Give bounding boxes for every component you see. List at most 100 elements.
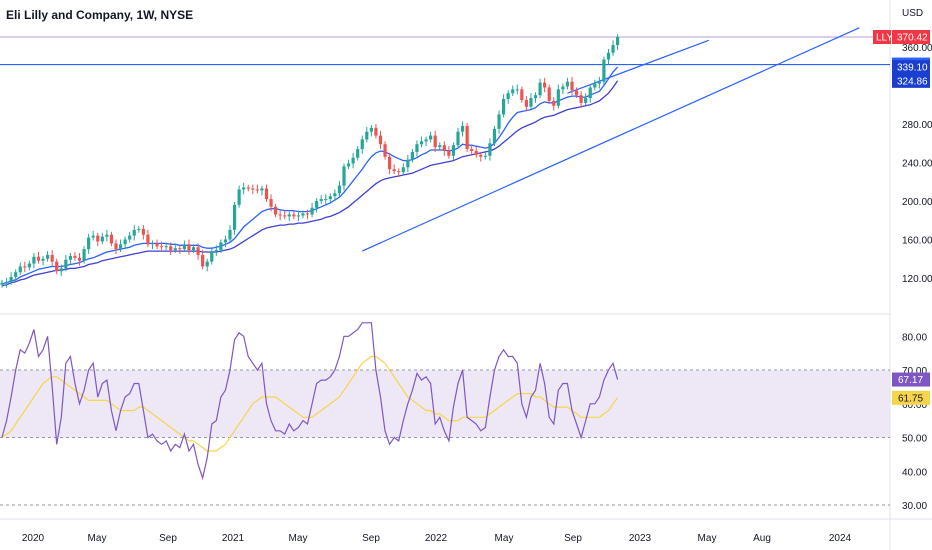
candle[interactable] bbox=[451, 145, 456, 156]
candle[interactable] bbox=[36, 256, 41, 261]
candle[interactable] bbox=[23, 266, 27, 268]
candle[interactable] bbox=[182, 244, 186, 250]
rsi-line[interactable] bbox=[1, 322, 619, 481]
candle[interactable] bbox=[251, 188, 255, 190]
candle[interactable] bbox=[223, 239, 228, 243]
candle[interactable] bbox=[524, 99, 528, 107]
candle[interactable] bbox=[511, 89, 515, 94]
candle[interactable] bbox=[214, 250, 218, 252]
candle[interactable] bbox=[264, 188, 269, 200]
candle[interactable] bbox=[260, 188, 264, 191]
candle[interactable] bbox=[415, 144, 419, 152]
candle[interactable] bbox=[616, 37, 620, 46]
candle[interactable] bbox=[556, 89, 560, 106]
candle[interactable] bbox=[570, 81, 574, 91]
candle[interactable] bbox=[205, 261, 209, 267]
candle[interactable] bbox=[429, 135, 433, 140]
candle[interactable] bbox=[346, 163, 351, 167]
candle[interactable] bbox=[565, 81, 570, 87]
candle[interactable] bbox=[173, 248, 177, 251]
candle[interactable] bbox=[187, 244, 191, 251]
candle[interactable] bbox=[310, 207, 314, 215]
candle[interactable] bbox=[365, 131, 369, 140]
candle[interactable] bbox=[574, 90, 579, 96]
candle[interactable] bbox=[465, 125, 469, 150]
candle[interactable] bbox=[602, 59, 606, 82]
candle[interactable] bbox=[410, 151, 414, 160]
candle[interactable] bbox=[150, 243, 155, 245]
candle[interactable] bbox=[246, 187, 250, 189]
candle[interactable] bbox=[337, 185, 342, 194]
candle[interactable] bbox=[593, 83, 597, 88]
candle[interactable] bbox=[401, 167, 405, 173]
candle[interactable] bbox=[406, 159, 410, 168]
candle[interactable] bbox=[123, 239, 127, 245]
candle[interactable] bbox=[27, 263, 31, 268]
ema-slow-line[interactable] bbox=[1, 80, 619, 287]
candle[interactable] bbox=[433, 135, 437, 148]
price-panel[interactable] bbox=[0, 27, 890, 288]
candle[interactable] bbox=[502, 98, 506, 115]
candle[interactable] bbox=[100, 236, 104, 242]
candle[interactable] bbox=[543, 82, 547, 88]
candle[interactable] bbox=[4, 281, 9, 283]
candle[interactable] bbox=[68, 255, 72, 260]
candle[interactable] bbox=[579, 95, 583, 103]
candle[interactable] bbox=[191, 247, 196, 251]
candle[interactable] bbox=[50, 254, 54, 262]
candle[interactable] bbox=[87, 237, 91, 250]
candle[interactable] bbox=[351, 157, 355, 164]
candle[interactable] bbox=[237, 189, 241, 205]
candle[interactable] bbox=[146, 234, 150, 245]
candle[interactable] bbox=[588, 87, 592, 99]
candle[interactable] bbox=[456, 131, 460, 146]
candle[interactable] bbox=[219, 242, 223, 251]
candle[interactable] bbox=[141, 228, 145, 235]
candle[interactable] bbox=[597, 81, 601, 84]
ema-fast-line[interactable] bbox=[1, 66, 619, 285]
candle[interactable] bbox=[77, 257, 82, 261]
candle[interactable] bbox=[356, 149, 360, 158]
candle[interactable] bbox=[584, 98, 588, 103]
candle[interactable] bbox=[32, 256, 36, 264]
candle[interactable] bbox=[606, 52, 611, 60]
candle[interactable] bbox=[55, 261, 59, 272]
candle[interactable] bbox=[128, 235, 132, 240]
candle[interactable] bbox=[483, 155, 487, 157]
candle[interactable] bbox=[506, 93, 510, 99]
candle[interactable] bbox=[547, 87, 551, 101]
candle[interactable] bbox=[378, 135, 383, 145]
candle[interactable] bbox=[520, 89, 524, 100]
candle[interactable] bbox=[319, 199, 323, 202]
candle[interactable] bbox=[460, 125, 465, 132]
candle[interactable] bbox=[18, 266, 22, 273]
rsi-ma-line[interactable] bbox=[1, 355, 619, 452]
candle[interactable] bbox=[611, 45, 615, 53]
candle[interactable] bbox=[41, 258, 45, 261]
candle[interactable] bbox=[278, 214, 282, 216]
candle[interactable] bbox=[369, 127, 373, 132]
candle[interactable] bbox=[14, 272, 18, 278]
candle[interactable] bbox=[9, 277, 13, 282]
candle[interactable] bbox=[228, 229, 232, 240]
candle[interactable] bbox=[419, 141, 424, 145]
candle[interactable] bbox=[105, 234, 109, 237]
candle[interactable] bbox=[333, 193, 337, 197]
candle[interactable] bbox=[82, 249, 86, 261]
rsi-panel[interactable] bbox=[0, 322, 890, 506]
candle[interactable] bbox=[392, 169, 396, 172]
candle[interactable] bbox=[515, 89, 519, 91]
candle[interactable] bbox=[479, 154, 483, 157]
candle[interactable] bbox=[137, 228, 141, 230]
candle[interactable] bbox=[296, 215, 300, 217]
candle[interactable] bbox=[46, 254, 50, 259]
candle[interactable] bbox=[538, 82, 542, 96]
candle[interactable] bbox=[315, 201, 319, 208]
candle[interactable] bbox=[109, 234, 114, 244]
candle[interactable] bbox=[374, 127, 378, 136]
candle[interactable] bbox=[96, 235, 100, 242]
candle[interactable] bbox=[164, 246, 168, 248]
candle[interactable] bbox=[155, 243, 159, 247]
candle[interactable] bbox=[210, 251, 214, 262]
